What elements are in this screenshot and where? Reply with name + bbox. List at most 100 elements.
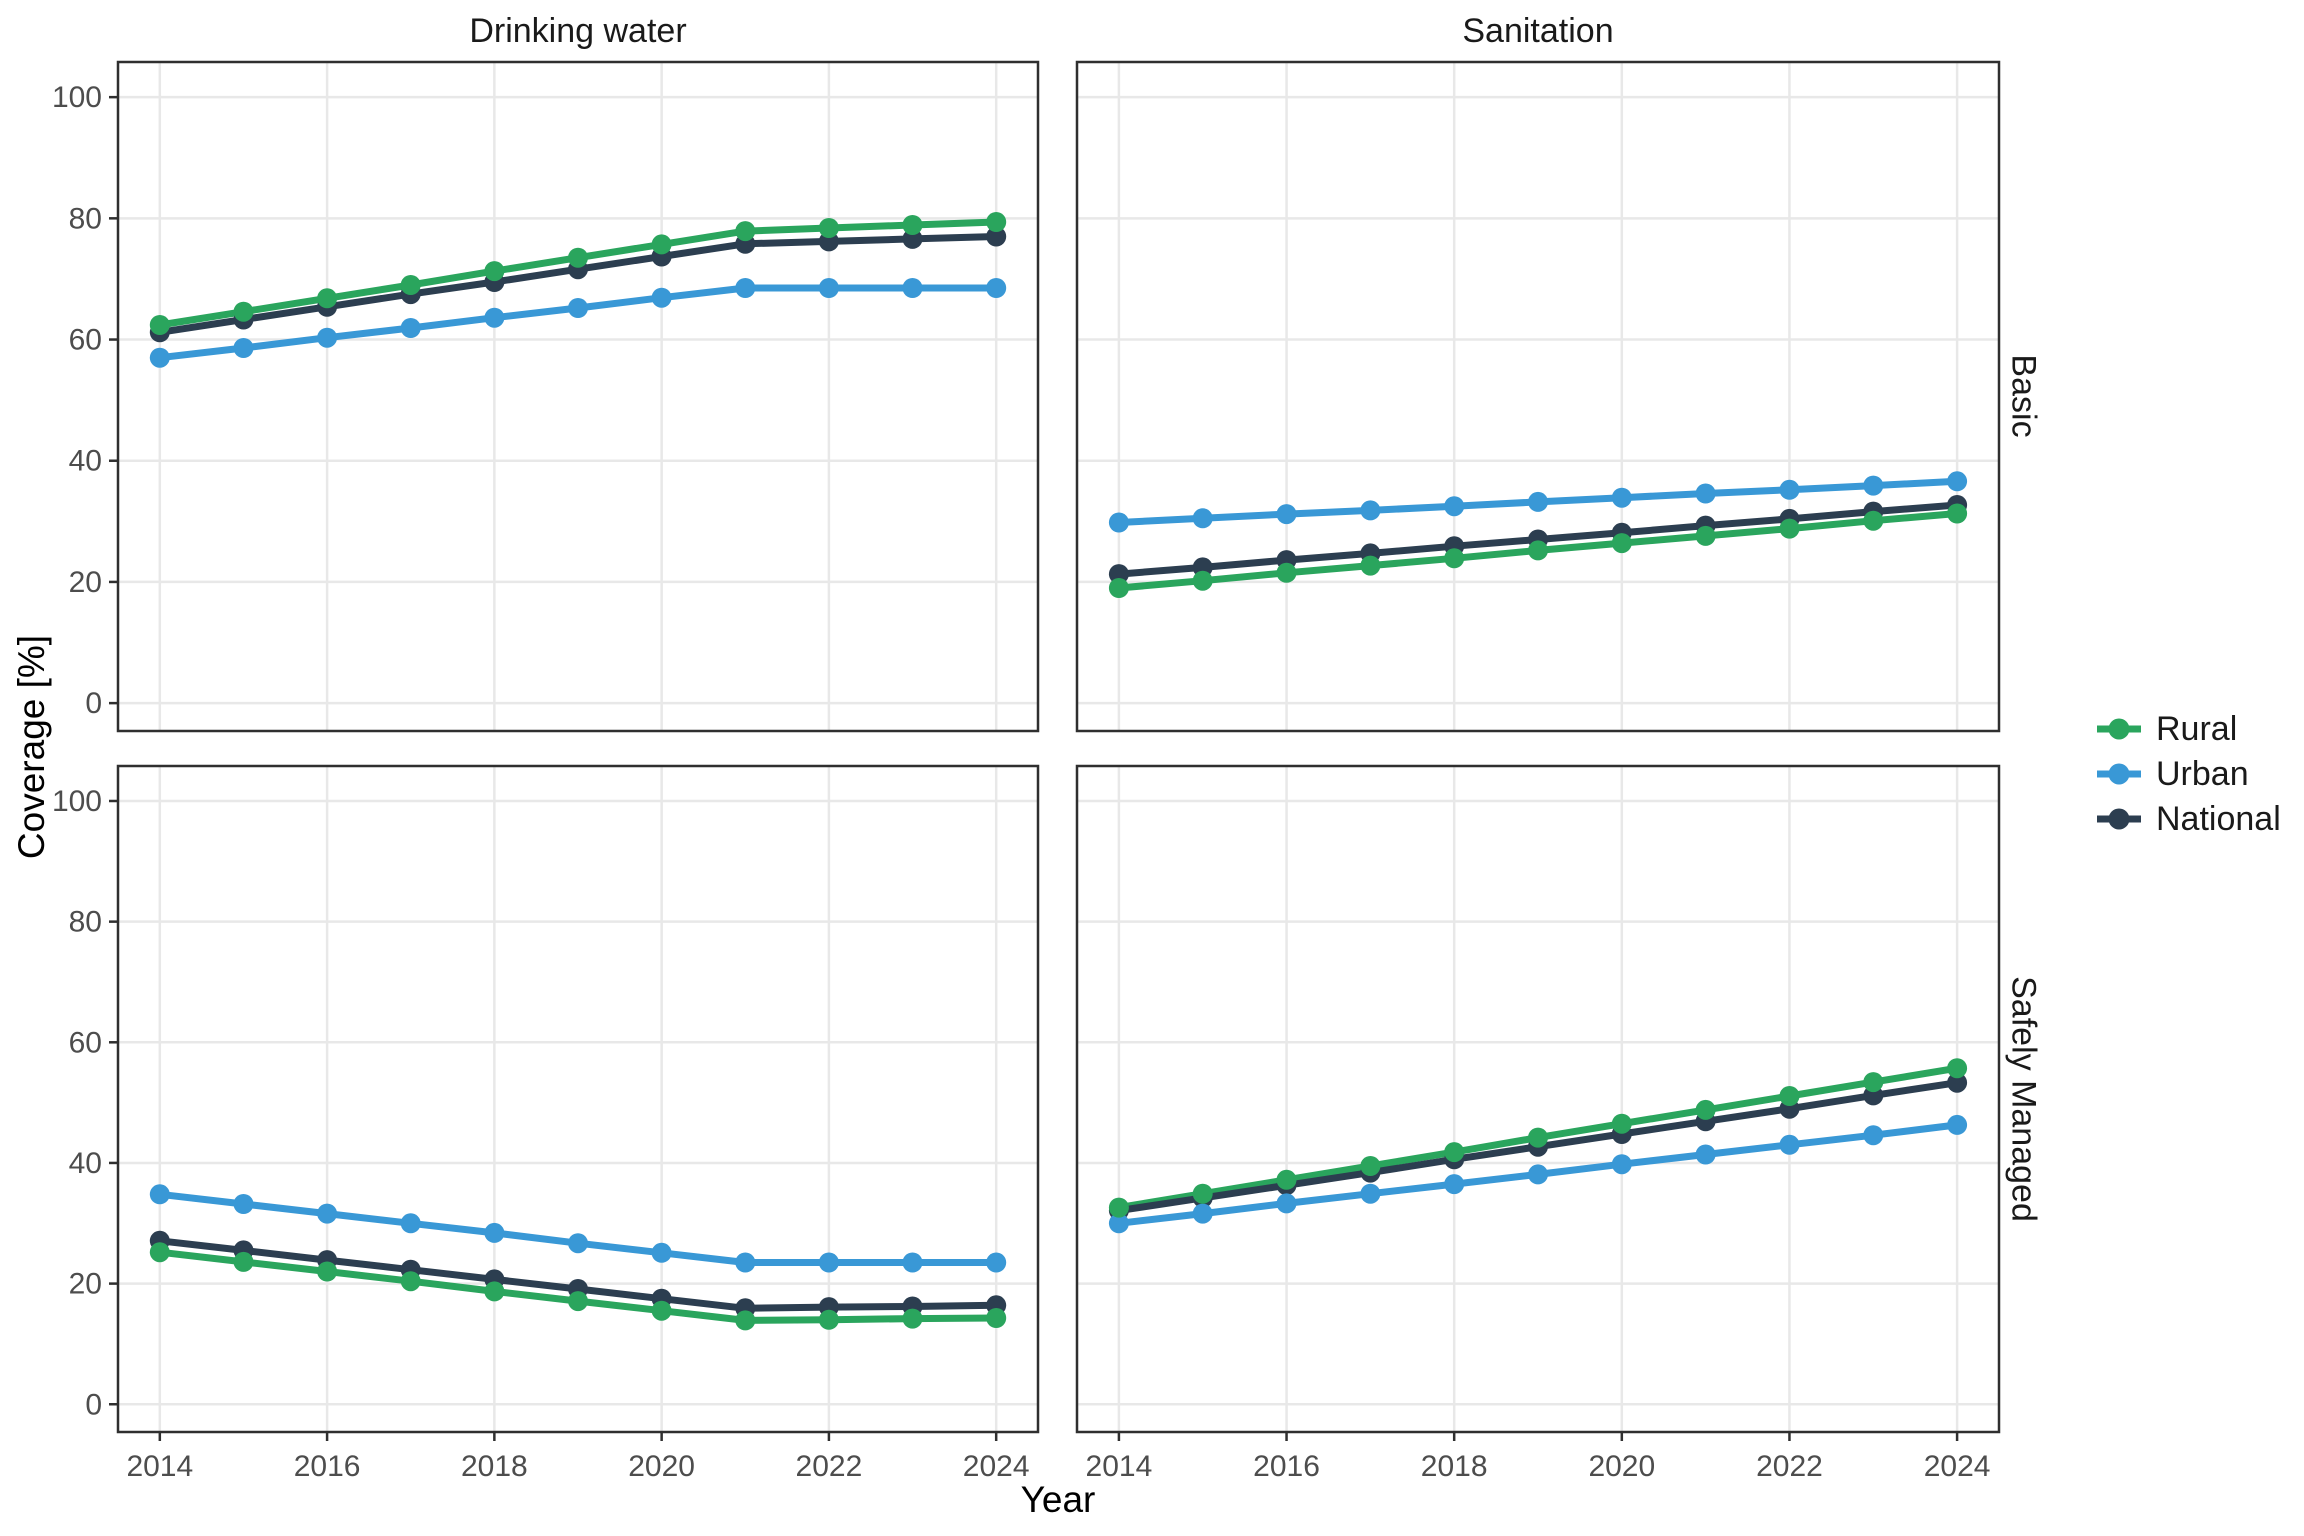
data-point-urban-2022	[818, 278, 839, 298]
data-point-urban-2015	[233, 338, 254, 358]
data-point-urban-2014	[149, 1184, 170, 1205]
data-point-rural-2021	[735, 1310, 756, 1331]
data-point-rural-2024	[986, 1308, 1007, 1328]
data-point-urban-2021	[1695, 1144, 1716, 1165]
data-point-rural-2019	[568, 247, 588, 268]
data-point-urban-2023	[902, 278, 923, 298]
legend-item-label: Rural	[2156, 710, 2238, 748]
y-axis-title: Coverage [%]	[11, 634, 52, 860]
data-point-rural-2023	[1863, 510, 1884, 531]
data-point-rural-2018	[1444, 1142, 1465, 1163]
y-tick-label: 40	[69, 1147, 102, 1180]
data-point-urban-2024	[986, 1252, 1007, 1273]
x-tick-label: 2018	[1421, 1450, 1488, 1483]
facet-strip-label: Drinking water	[469, 12, 687, 50]
data-point-urban-2018	[1444, 496, 1465, 517]
data-point-urban-2019	[568, 1233, 588, 1254]
x-tick-label: 2024	[1924, 1450, 1991, 1483]
data-point-urban-2022	[1779, 1134, 1800, 1155]
data-point-rural-2024	[1947, 1058, 1968, 1079]
data-point-urban-2018	[484, 307, 505, 328]
data-point-rural-2016	[1276, 562, 1297, 583]
data-point-national-2024	[1947, 1072, 1968, 1093]
data-point-rural-2018	[1444, 548, 1465, 569]
data-point-rural-2024	[986, 212, 1007, 232]
data-point-rural-2020	[1611, 1113, 1632, 1134]
data-point-rural-2015	[1192, 570, 1213, 591]
data-point-urban-2024	[1947, 1114, 1968, 1135]
panel-border-sanitation-basic	[1075, 60, 2001, 733]
data-point-rural-2023	[902, 1308, 923, 1329]
y-tick-label: 100	[52, 81, 102, 114]
data-point-rural-2023	[902, 215, 923, 235]
facet-strip-safely-managed: Safely Managed	[2004, 976, 2043, 1222]
data-point-urban-2017	[1360, 500, 1381, 521]
data-point-urban-2016	[1276, 504, 1297, 525]
data-point-rural-2014	[149, 1242, 170, 1263]
data-point-urban-2019	[568, 298, 588, 318]
data-point-rural-2019	[568, 1291, 588, 1312]
data-point-rural-2017	[400, 275, 421, 295]
data-point-urban-2021	[1695, 483, 1716, 504]
data-point-urban-2022	[818, 1252, 839, 1273]
data-point-urban-2020	[651, 1242, 672, 1263]
data-point-urban-2023	[1863, 475, 1884, 496]
data-point-national-2023	[902, 228, 923, 249]
data-point-rural-2014	[1108, 578, 1129, 598]
data-point-urban-2020	[1611, 487, 1632, 508]
data-point-urban-2022	[1779, 479, 1800, 500]
legend-item-rural: Rural	[2096, 712, 2281, 746]
facet-strip-label: Sanitation	[1462, 12, 1614, 50]
data-point-national-2024	[986, 226, 1007, 247]
data-point-urban-2016	[317, 327, 338, 348]
x-tick-label: 2014	[1086, 1450, 1153, 1483]
data-point-urban-2024	[986, 278, 1007, 298]
y-tick-label: 0	[85, 1388, 102, 1421]
y-tick-label: 20	[69, 1268, 102, 1301]
data-point-rural-2024	[1947, 503, 1968, 524]
data-point-rural-2022	[818, 1309, 839, 1330]
panel-border-drinking-water-basic	[116, 60, 1040, 733]
rural-line-point-icon	[2097, 718, 2141, 740]
data-point-urban-2015	[1192, 508, 1213, 529]
y-tick-label: 80	[69, 202, 102, 235]
y-tick-label: 0	[85, 687, 102, 720]
x-tick-label: 2020	[1588, 1450, 1655, 1483]
data-point-urban-2024	[1947, 471, 1968, 492]
data-point-rural-2019	[1528, 1127, 1548, 1148]
data-point-rural-2018	[484, 261, 505, 282]
data-point-urban-2014	[149, 347, 170, 368]
data-point-rural-2017	[1360, 555, 1381, 576]
x-tick-label: 2016	[1253, 1450, 1320, 1483]
data-point-rural-2015	[233, 1251, 254, 1272]
legend: Rural Urban National	[2096, 712, 2281, 836]
data-point-rural-2015	[1192, 1183, 1213, 1204]
data-point-rural-2020	[651, 234, 672, 255]
y-tick-label: 60	[69, 1026, 102, 1059]
y-tick-label: 80	[69, 906, 102, 939]
data-point-rural-2017	[1360, 1156, 1381, 1176]
y-tick-label: 20	[69, 566, 102, 599]
data-point-urban-2019	[1528, 1164, 1548, 1185]
data-point-rural-2018	[484, 1281, 505, 1302]
data-point-rural-2021	[735, 221, 756, 242]
facet-strip-drinking-water: Drinking water	[118, 12, 1038, 51]
y-tick-label: 100	[52, 785, 102, 818]
data-point-rural-2022	[1779, 518, 1800, 539]
data-point-national-2014	[1108, 564, 1129, 585]
data-point-urban-2018	[1444, 1174, 1465, 1195]
data-point-urban-2017	[1360, 1183, 1381, 1204]
data-point-urban-2021	[735, 1252, 756, 1273]
x-tick-label: 2014	[126, 1450, 193, 1483]
data-point-urban-2019	[1528, 491, 1548, 512]
legend-item-label: Urban	[2156, 755, 2249, 793]
data-point-rural-2023	[1863, 1072, 1884, 1093]
data-point-rural-2014	[1108, 1197, 1129, 1218]
data-point-rural-2015	[233, 301, 254, 322]
x-tick-label: 2020	[628, 1450, 695, 1483]
data-point-urban-2016	[1276, 1193, 1297, 1214]
data-point-urban-2020	[1611, 1154, 1632, 1175]
data-point-rural-2016	[317, 1261, 338, 1282]
x-tick-label: 2016	[294, 1450, 361, 1483]
